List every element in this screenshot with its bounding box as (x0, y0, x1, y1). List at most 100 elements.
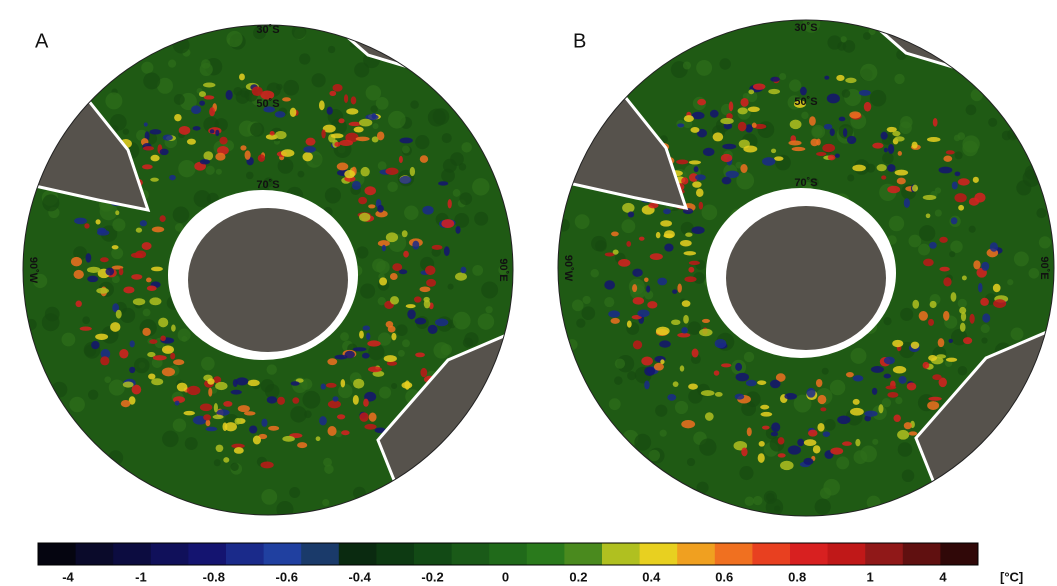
anomaly-blob (788, 140, 801, 145)
anomaly-blob (895, 170, 908, 176)
anomaly-blob (75, 300, 81, 307)
anomaly-blob (743, 146, 757, 153)
colorbar-segment (489, 543, 527, 565)
anomaly-blob (746, 380, 757, 387)
anomaly-blob (277, 397, 285, 405)
anomaly-blob (162, 345, 174, 354)
anomaly-blob (252, 86, 263, 96)
anomaly-blob (697, 99, 706, 105)
field-speck (387, 182, 397, 192)
field-speck (882, 152, 893, 163)
field-speck (883, 317, 891, 325)
anomaly-blob (131, 253, 143, 258)
anomaly-blob (816, 152, 826, 156)
colorbar-segment (752, 543, 790, 565)
anomaly-blob (455, 226, 460, 234)
anomaly-blob (604, 280, 615, 289)
latitude-label: 70˚S (794, 177, 817, 189)
field-speck (472, 178, 489, 195)
anomaly-blob (290, 108, 297, 117)
anomaly-blob (872, 143, 883, 149)
field-speck (720, 58, 731, 69)
anomaly-blob (820, 407, 826, 411)
anomaly-blob (235, 418, 242, 425)
colorbar-segment (940, 543, 978, 565)
anomaly-blob (203, 82, 215, 87)
anomaly-blob (753, 83, 766, 89)
anomaly-blob (928, 397, 941, 401)
colorbar-segment (790, 543, 828, 565)
field-speck (753, 496, 762, 505)
colorbar-segment (715, 543, 753, 565)
anomaly-blob (981, 262, 989, 271)
anomaly-blob (85, 253, 91, 262)
anomaly-blob (912, 300, 919, 309)
anomaly-blob (379, 277, 387, 285)
anomaly-blob (366, 333, 370, 340)
anomaly-blob (415, 318, 426, 325)
antarctica (188, 208, 348, 352)
anomaly-blob (213, 415, 224, 419)
field-speck (25, 319, 36, 330)
colorbar-segment (264, 543, 302, 565)
anomaly-blob (974, 193, 985, 203)
field-speck (655, 405, 667, 417)
anomaly-blob (105, 268, 114, 276)
field-speck (201, 59, 211, 69)
anomaly-blob (677, 333, 690, 338)
anomaly-blob (425, 265, 435, 275)
anomaly-blob (644, 367, 655, 376)
anomaly-blob (803, 458, 813, 465)
anomaly-blob (438, 181, 448, 185)
anomaly-blob (150, 178, 159, 182)
field-speck (909, 235, 922, 248)
anomaly-blob (757, 380, 766, 385)
field-speck (298, 171, 305, 178)
anomaly-blob (415, 352, 425, 357)
anomaly-blob (899, 376, 907, 384)
anomaly-blob (200, 403, 212, 411)
anomaly-blob (788, 445, 801, 454)
anomaly-blob (210, 129, 215, 133)
anomaly-blob (226, 90, 233, 100)
anomaly-blob (859, 90, 871, 96)
anomaly-blob (281, 149, 294, 157)
anomaly-blob (892, 340, 903, 347)
field-speck (143, 72, 160, 89)
anomaly-blob (219, 137, 227, 145)
anomaly-blob (331, 133, 344, 138)
field-speck (162, 431, 178, 447)
anomaly-blob (321, 129, 325, 138)
field-speck (82, 316, 90, 324)
anomaly-blob (618, 259, 630, 267)
anomaly-blob (980, 298, 989, 306)
field-speck (981, 324, 990, 333)
anomaly-blob (740, 164, 747, 173)
field-speck (302, 391, 320, 409)
anomaly-blob (663, 209, 671, 215)
field-speck (634, 434, 651, 451)
anomaly-blob (147, 286, 157, 291)
field-speck (918, 244, 930, 256)
field-speck (971, 89, 983, 101)
anomaly-blob (958, 178, 970, 185)
anomaly-blob (926, 213, 931, 218)
field-speck (766, 493, 775, 502)
field-speck (173, 206, 190, 223)
anomaly-blob (982, 313, 990, 322)
anomaly-blob (946, 150, 955, 154)
anomaly-blob (681, 177, 688, 184)
anomaly-blob (813, 445, 821, 453)
anomaly-blob (715, 392, 723, 397)
anomaly-blob (142, 242, 152, 250)
anomaly-blob (720, 118, 733, 124)
anomaly-blob (714, 370, 720, 375)
anomaly-blob (399, 176, 411, 184)
field-speck (1002, 131, 1012, 141)
field-speck (174, 94, 185, 105)
colorbar-tick-label: 1 (866, 569, 873, 584)
anomaly-blob (740, 98, 748, 107)
anomaly-blob (877, 164, 887, 171)
anomaly-blob (390, 273, 398, 280)
field-speck (453, 312, 471, 330)
